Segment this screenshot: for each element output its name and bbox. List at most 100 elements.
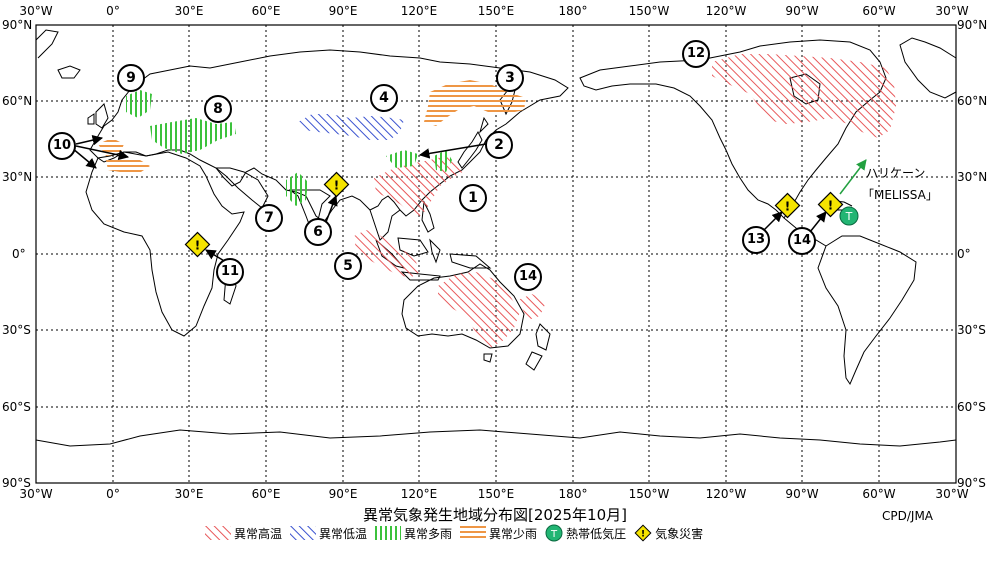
heavy-rain-korea-area (434, 150, 452, 172)
marker14-arrow (809, 211, 827, 233)
marker13-arrow (763, 211, 783, 231)
indochina-coast (369, 209, 401, 241)
lat-tick-left: 60°N (2, 94, 33, 108)
legend-item-low-temp: 異常低温 (290, 525, 367, 542)
lon-tick-bottom: 150°E (477, 487, 515, 501)
legend-item-heavy-rain: 異常多雨 (375, 525, 452, 542)
marker10-arrow-b (75, 145, 130, 161)
high-temp-east-asia-area (374, 156, 466, 218)
hurricane-label: ハリケーン (866, 166, 926, 180)
coastlines (35, 29, 957, 447)
lat-tick-right: 60°S (957, 400, 986, 414)
lat-tick-right: 0° (957, 247, 971, 261)
lon-tick-bottom: 120°E (400, 487, 438, 501)
marker6-arrow (325, 195, 338, 223)
lon-tick-top: 120°W (705, 4, 747, 18)
lat-tick-right: 90°N (957, 18, 988, 32)
tropical-cyclone-marker: T (839, 206, 859, 226)
antarctica-coast (35, 429, 957, 447)
anomaly-areas (98, 54, 896, 348)
iceland-coast (57, 65, 81, 79)
region-marker-4: 4 (370, 84, 398, 112)
low-temp-swatch-icon (290, 526, 317, 540)
region-marker-1: 1 (459, 184, 487, 212)
disaster-diamond-jamaica: ! (817, 191, 844, 218)
lon-tick-top: 150°W (628, 4, 670, 18)
lat-tick-left: 30°S (2, 323, 31, 337)
disaster-symbol-text: ! (828, 199, 833, 213)
lat-tick-right: 30°S (957, 323, 986, 337)
hurricane-name-label: 「MELISSA」 (862, 188, 938, 202)
legend-label: 気象災害 (655, 526, 704, 541)
light-rain-east-siberia-area (424, 80, 526, 126)
heavy-rain-china-area (386, 150, 418, 168)
disaster-diamond-east-africa: ! (184, 231, 211, 258)
lon-tick-bottom: 90°W (785, 487, 819, 501)
lon-tick-bottom: 30°E (174, 487, 204, 501)
legend-item-weather-disaster: ! 気象災害 (634, 524, 703, 542)
lon-tick-top: 90°E (328, 4, 358, 18)
legend-label: 熱帯低気圧 (566, 526, 627, 541)
region-marker-6: 6 (304, 218, 332, 246)
japan-coast (457, 116, 489, 169)
svg-text:T: T (550, 529, 558, 540)
light-rain-swatch-icon (460, 526, 487, 540)
lat-tick-right: 30°N (957, 170, 988, 184)
region-marker-9: 9 (117, 64, 145, 92)
region-marker-10: 10 (48, 132, 76, 160)
lat-tick-left: 90°N (2, 18, 33, 32)
tc-symbol-text: T (845, 210, 853, 223)
lon-tick-top: 90°W (785, 4, 819, 18)
lon-tick-top: 120°E (400, 4, 438, 18)
lon-tick-bottom: 120°W (705, 487, 747, 501)
philippines-coast (421, 200, 435, 233)
disaster-symbol-text: ! (334, 179, 339, 193)
south-america-coast (817, 235, 917, 386)
heavy-rain-scandinavia-area (126, 90, 152, 118)
disaster-symbol-text: ! (195, 239, 200, 253)
credit-label: CPD/JMA (882, 509, 933, 523)
legend-item-high-temp: 異常高温 (205, 525, 282, 542)
africa-coast (85, 151, 245, 337)
world-map: ! ! ! ! T (35, 24, 957, 484)
legend-label: 異常高温 (234, 526, 283, 541)
disaster-symbol-text: ! (785, 200, 790, 214)
lat-tick-right: 60°N (957, 94, 988, 108)
arabia-coast (214, 167, 269, 209)
marker10-arrow-c (71, 147, 97, 169)
lon-tick-bottom: 0° (106, 487, 120, 501)
lon-tick-bottom: 150°W (628, 487, 670, 501)
lat-tick-left: 30°N (2, 170, 33, 184)
lon-tick-top: 180° (558, 4, 588, 18)
lon-tick-bottom: 30°W (935, 487, 969, 501)
map-title: 異常気象発生地域分布図[2025年10月] (363, 506, 627, 524)
legend-item-light-rain: 異常少雨 (460, 525, 537, 542)
tropical-cyclone-icon: T (545, 524, 563, 542)
disaster-markers: ! ! ! ! (184, 171, 844, 258)
disaster-diamond-mexico: ! (774, 192, 801, 219)
lon-tick-top: 0° (106, 4, 120, 18)
lon-tick-top: 30°W (935, 4, 969, 18)
lon-tick-bottom: 60°E (251, 487, 281, 501)
lat-tick-left: 90°S (2, 476, 31, 490)
high-temp-north-america-area (712, 54, 896, 138)
legend-label: 異常低温 (319, 526, 368, 541)
region-marker-14: 14 (788, 227, 816, 255)
region-marker-8: 8 (204, 95, 232, 123)
lon-tick-bottom: 90°E (328, 487, 358, 501)
lon-tick-top: 60°E (251, 4, 281, 18)
region-marker-7: 7 (255, 204, 283, 232)
lon-tick-top: 30°E (174, 4, 204, 18)
lon-tick-bottom: 30°W (19, 487, 53, 501)
region-marker-2: 2 (485, 131, 513, 159)
heavy-rain-india-area (286, 172, 308, 206)
disaster-diamond-india: ! (323, 171, 350, 198)
lon-tick-bottom: 60°W (862, 487, 896, 501)
region-marker-3: 3 (496, 64, 524, 92)
high-temp-swatch-icon (205, 526, 231, 540)
region-marker-11: 11 (216, 258, 244, 286)
uk-coast (87, 103, 109, 129)
lon-tick-top: 30°W (19, 4, 53, 18)
light-rain-north-africa-area (106, 156, 150, 174)
high-temp-southeast-asia-area (354, 230, 420, 278)
